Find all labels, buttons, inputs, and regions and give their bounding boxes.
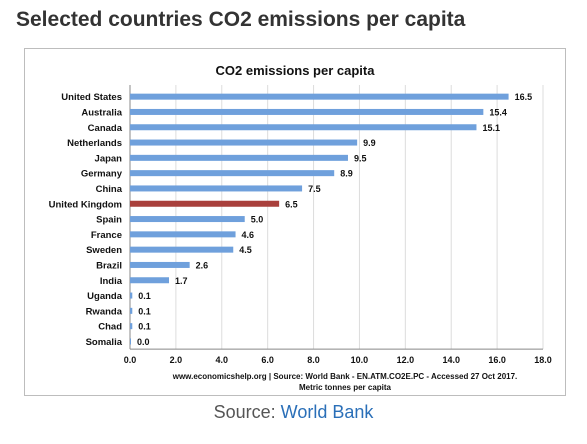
source-prefix: Source:: [213, 402, 281, 422]
value-label: 0.0: [137, 337, 150, 347]
category-label: Chad: [98, 322, 122, 333]
value-label: 1.7: [175, 276, 188, 286]
bar: [130, 338, 131, 345]
category-label: United Kingdom: [49, 199, 122, 210]
value-label: 9.5: [354, 153, 367, 163]
source-line: Source: World Bank: [0, 402, 587, 423]
x-tick-label: 16.0: [488, 355, 506, 365]
category-label: Australia: [81, 107, 122, 118]
bar: [130, 200, 280, 207]
value-label: 6.5: [285, 199, 298, 209]
x-tick-label: 6.0: [261, 355, 274, 365]
bar: [130, 93, 509, 100]
value-label: 7.5: [308, 184, 321, 194]
value-label: 9.9: [363, 138, 376, 148]
category-label: Somalia: [86, 337, 123, 348]
bar: [130, 216, 245, 223]
category-label: India: [100, 276, 123, 287]
chart-footnote-units: Metric tonnes per capita: [299, 383, 392, 392]
x-tick-label: 0.0: [124, 355, 137, 365]
category-label: Uganda: [87, 291, 123, 302]
bar: [130, 108, 484, 115]
value-label: 16.5: [515, 92, 533, 102]
value-label: 0.1: [138, 322, 151, 332]
bar: [130, 277, 170, 284]
chart-footnote-source: www.economicshelp.org | Source: World Ba…: [172, 372, 518, 381]
x-tick-label: 8.0: [307, 355, 320, 365]
value-label: 4.5: [239, 245, 252, 255]
source-link[interactable]: World Bank: [280, 402, 374, 422]
co2-bar-chart: CO2 emissions per capita United States Au…: [49, 63, 552, 392]
bar: [130, 185, 303, 192]
category-label: United States: [61, 92, 122, 103]
value-label: 2.6: [196, 260, 209, 270]
bar: [130, 292, 133, 299]
bar: [130, 139, 358, 146]
category-label: Sweden: [86, 245, 122, 256]
value-label: 0.1: [138, 306, 151, 316]
chart-title: CO2 emissions per capita: [216, 63, 376, 78]
x-tick-label: 4.0: [216, 355, 229, 365]
x-tick-label: 10.0: [351, 355, 369, 365]
category-label: Netherlands: [67, 138, 122, 149]
value-label: 4.6: [242, 230, 255, 240]
bar: [130, 154, 348, 161]
bar: [130, 124, 477, 131]
value-label: 15.4: [489, 107, 507, 117]
value-labels: 16.5 15.4 15.1 9.9 9.58.9 7.5 6.5 5.0 4.6 4.5 2.6 1…: [137, 92, 532, 347]
bar: [130, 323, 133, 330]
x-tick-label: 18.0: [534, 355, 552, 365]
x-tick-label: 2.0: [170, 355, 183, 365]
category-label: Brazil: [96, 260, 122, 271]
category-labels: United States Australia Canada Netherlands J…: [49, 92, 123, 348]
category-label: Canada: [88, 123, 123, 134]
x-tick-labels: 0.0 2.0 4.0 6.0 8.0 10.0 12.0 14.0 16.0 18.0: [124, 355, 552, 365]
value-label: 5.0: [251, 215, 264, 225]
category-label: Spain: [96, 215, 122, 226]
page-title: Selected countries CO2 emissions per cap…: [16, 8, 466, 31]
category-label: France: [91, 230, 122, 241]
value-label: 15.1: [482, 123, 500, 133]
category-label: Japan: [95, 153, 123, 164]
x-tick-label: 14.0: [442, 355, 460, 365]
bars: [130, 93, 509, 345]
bar: [130, 246, 234, 253]
chart-frame: CO2 emissions per capita United States Au…: [24, 48, 566, 396]
bar: [130, 307, 133, 314]
category-label: Germany: [81, 169, 123, 180]
bar: [130, 231, 236, 238]
category-label: Rwanda: [86, 306, 123, 317]
bar: [130, 170, 335, 177]
value-label: 0.1: [138, 291, 151, 301]
x-tick-label: 12.0: [397, 355, 415, 365]
value-label: 8.9: [340, 169, 353, 179]
bar: [130, 261, 190, 268]
category-label: China: [96, 184, 123, 195]
